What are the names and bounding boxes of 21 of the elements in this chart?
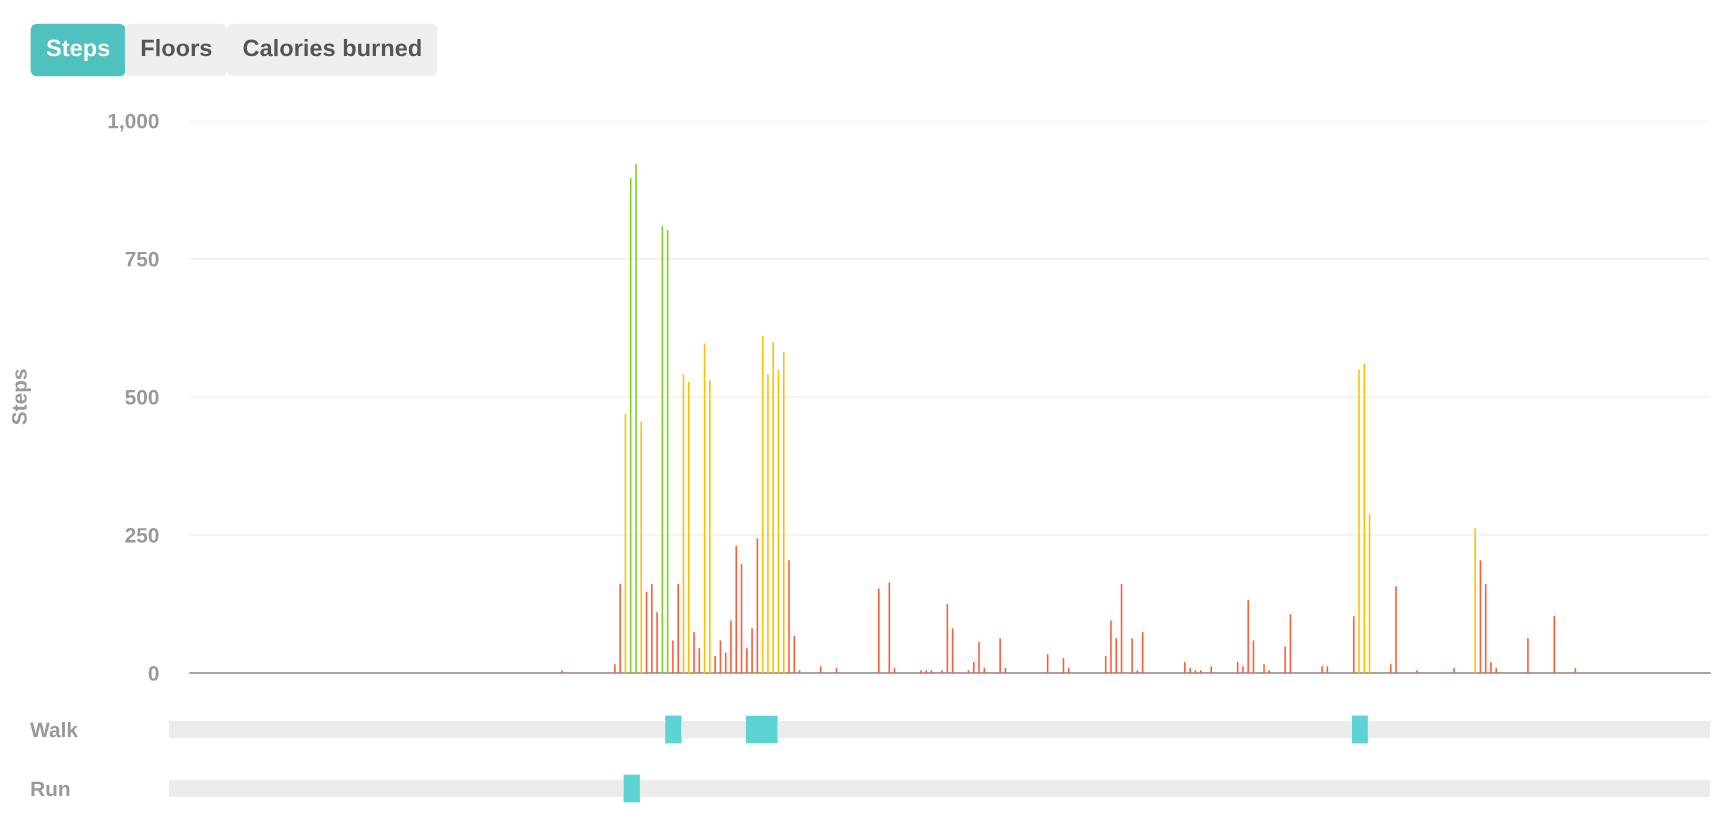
y-tick-label: Run xyxy=(31,781,70,797)
bar xyxy=(665,715,682,744)
text: Steps xyxy=(46,39,110,62)
bar xyxy=(1352,715,1368,744)
text: Floors xyxy=(141,39,212,57)
bar xyxy=(169,779,624,798)
y-axis-title: Steps xyxy=(12,369,31,425)
y-tick-label: 1,000 xyxy=(108,113,159,132)
bar xyxy=(639,779,1710,798)
bar xyxy=(745,715,778,744)
bar xyxy=(1367,720,1710,739)
bar xyxy=(623,774,640,803)
bar xyxy=(169,720,666,739)
bar xyxy=(777,720,1353,739)
bar xyxy=(681,720,746,739)
y-tick-label: 0 xyxy=(148,666,159,681)
y-tick-label: 500 xyxy=(125,389,159,405)
y-tick-label: 250 xyxy=(125,527,159,543)
y-tick-label: Walk xyxy=(30,721,78,738)
y-tick-label: 750 xyxy=(125,251,159,267)
text: Calories burned xyxy=(243,39,421,57)
